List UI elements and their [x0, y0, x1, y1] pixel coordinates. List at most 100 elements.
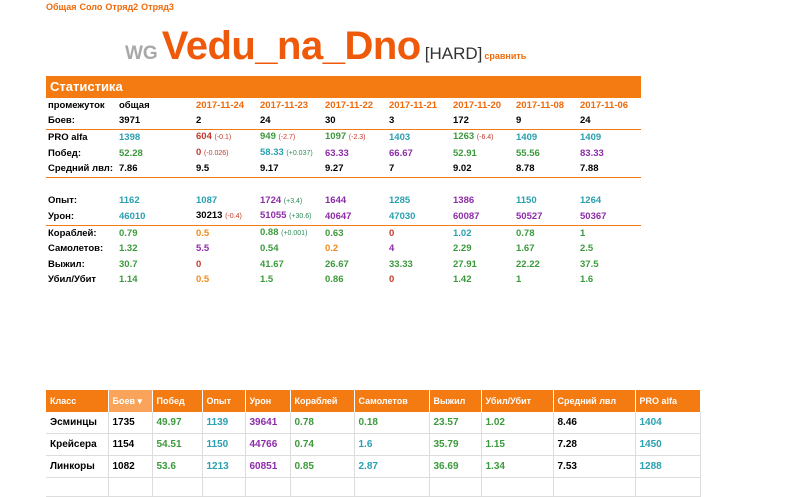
- stats-cell: 1386: [451, 194, 514, 210]
- stats-cell: 604 (-0.1): [194, 129, 258, 146]
- stats-value: 9: [516, 115, 522, 127]
- class-cell: [290, 477, 355, 497]
- stats-value: 41.67: [260, 258, 284, 270]
- nav-link-1[interactable]: Соло: [79, 2, 103, 12]
- class-row: Крейсера 1154 54.51 1150 44766 0.74 1.6 35.79 1.…: [46, 433, 701, 456]
- stats-cell: 7: [387, 161, 451, 177]
- stats-row-label: Боев:: [48, 115, 75, 127]
- stats-cell: 83.33: [578, 146, 641, 162]
- stats-row: Побед: 52.28 0 (-0.026) 58.33 (+0.037) 63.33…: [46, 146, 641, 162]
- column-header[interactable]: Самолетов: [354, 390, 430, 412]
- class-name: Эсминцы: [46, 412, 109, 434]
- class-cell: [429, 477, 482, 497]
- stats-value: 0.63: [325, 227, 344, 239]
- column-header-label: Урон: [249, 396, 272, 406]
- column-header[interactable]: Класс: [46, 390, 109, 412]
- column-header[interactable]: Урон: [245, 390, 291, 412]
- column-header[interactable]: PRO alfa: [635, 390, 701, 412]
- stats-cell: 60087: [451, 209, 514, 225]
- nav-link-3[interactable]: Отряд3: [141, 2, 174, 12]
- column-header[interactable]: Выжил: [429, 390, 482, 412]
- stats-value: 51055: [260, 210, 287, 222]
- class-cell: 0.78: [290, 412, 355, 434]
- column-header[interactable]: Боев ▾: [108, 390, 153, 412]
- stats-row: PRO alfa 1398 604 (-0.1) 949 (-2.7) 1097 (-2…: [46, 129, 642, 146]
- stats-value: 0.2: [325, 243, 339, 255]
- column-header-label: Средний лвл: [557, 396, 617, 406]
- stats-value: 52.91: [453, 147, 477, 159]
- class-cell: 1082: [108, 455, 153, 478]
- compare-link[interactable]: сравнить: [484, 51, 527, 61]
- stats-cell: 1.14: [117, 273, 194, 289]
- stats-value: 0: [196, 147, 202, 159]
- column-header[interactable]: Опыт: [202, 390, 246, 412]
- class-cell: 1154: [108, 433, 153, 456]
- stats-delta: (-2.3): [348, 134, 366, 142]
- stats-row-label: Средний лвл:: [48, 163, 113, 175]
- stats-cell: 172: [451, 114, 514, 130]
- stats-cell: 5.5: [194, 241, 258, 257]
- stats-value: 2.29: [453, 243, 472, 255]
- stats-value: 0: [196, 258, 202, 270]
- stats-delta: (-0.1): [214, 134, 232, 142]
- stats-cell: 0.79: [117, 224, 194, 242]
- class-row: [46, 477, 701, 497]
- column-header[interactable]: Убил/Убит: [481, 390, 554, 412]
- stats-cell: 52.91: [451, 146, 514, 162]
- stats-cell: 1403: [387, 129, 451, 146]
- class-table: Класс Боев ▾ Побед Опыт Урон Кораблей Самолето…: [46, 390, 701, 497]
- stats-cell: 30213 (-0.4): [194, 209, 258, 225]
- stats-value: 1.14: [119, 274, 138, 286]
- stats-value: 24: [580, 115, 591, 127]
- column-header-label: Выжил: [433, 396, 466, 406]
- stats-value: 1724: [260, 194, 282, 206]
- stats-cell: 40647: [323, 209, 387, 225]
- stats-value: 1: [580, 227, 586, 239]
- stats-cell: 50527: [514, 209, 578, 225]
- nav-link-0[interactable]: Общая: [46, 2, 77, 12]
- column-header[interactable]: Средний лвл: [553, 390, 636, 412]
- player-header: WG Vedu_na_Dno [HARD] сравнить: [125, 24, 526, 70]
- stats-value: 172: [453, 115, 469, 127]
- stats-cell: 1: [514, 273, 578, 289]
- stats-cell: 63.33: [323, 146, 387, 162]
- stats-row-label: Кораблей:: [46, 224, 117, 242]
- stats-value: 8.78: [516, 163, 535, 175]
- class-cell: [108, 477, 153, 497]
- stats-cell: 55.56: [514, 146, 578, 162]
- class-cell: 0.85: [290, 455, 355, 478]
- column-header[interactable]: Побед: [152, 390, 203, 412]
- stats-row-label: Убил/Убит: [48, 274, 97, 286]
- stats-value: 7: [389, 163, 395, 175]
- stats-value: 9.02: [453, 163, 472, 175]
- stats-value: 1.42: [453, 274, 472, 286]
- nav-link-2[interactable]: Отряд2: [105, 2, 139, 12]
- class-cell: 1288: [635, 455, 701, 478]
- class-name: Линкоры: [46, 455, 109, 478]
- stats-cell: 2.29: [451, 241, 514, 257]
- stats-value: 24: [260, 115, 271, 127]
- stats-delta: (-0.4): [225, 213, 242, 221]
- stats-value: 0.88: [260, 227, 279, 239]
- stats-value: 27.91: [453, 258, 477, 270]
- stats-cell: 9.27: [323, 161, 387, 177]
- stats-cell: 0: [194, 257, 258, 273]
- period-header: общая: [119, 99, 150, 111]
- stats-value: 63.33: [325, 147, 349, 159]
- stats-cell: 1264: [578, 194, 641, 210]
- stats-delta: (-0.026): [203, 150, 229, 158]
- stats-value: 0.78: [516, 227, 535, 239]
- stats-row: [46, 176, 642, 194]
- stats-delta: (+0.001): [281, 230, 308, 238]
- stats-cell: 0.2: [323, 241, 387, 257]
- stats-value: 33.33: [389, 258, 413, 270]
- column-header[interactable]: Кораблей: [290, 390, 355, 412]
- column-header-label: Кораблей: [294, 396, 338, 406]
- class-cell: 1.34: [481, 455, 554, 478]
- class-cell: 8.46: [553, 412, 636, 434]
- stats-cell: 1285: [387, 194, 451, 210]
- stats-cell: 1.02: [451, 224, 514, 242]
- stats-cell: 41.67: [258, 257, 323, 273]
- stats-value: 1409: [580, 131, 602, 143]
- stats-value: 5.5: [196, 243, 210, 255]
